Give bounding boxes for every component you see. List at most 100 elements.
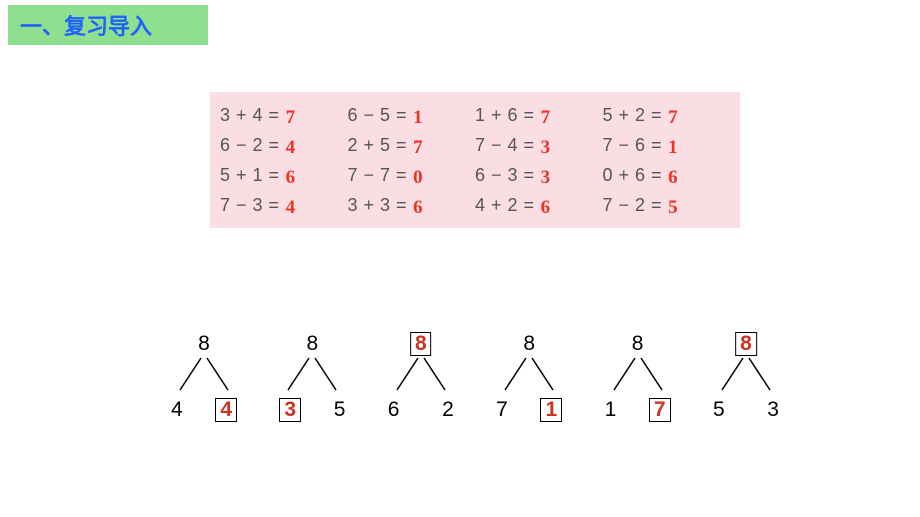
number-bond: 8 4 4 [165, 332, 243, 422]
equation-cell: 6 − 3 = 3 [475, 164, 603, 186]
equation-cell: 7 − 2 =5 [603, 194, 731, 216]
equation-answer: 3 [541, 137, 551, 159]
equation-expression: 1 + 6 = [475, 105, 535, 126]
number-bond: 8 6 2 [382, 332, 460, 422]
bond-top: 8 [523, 332, 535, 356]
equation-cell: 7 − 3 = 4 [220, 194, 348, 216]
section-title: 一、复习导入 [8, 5, 208, 45]
equation-cell: 2 + 5 =7 [348, 134, 476, 156]
bond-top-value: 8 [410, 332, 432, 356]
equation-expression: 4 + 2 = [475, 195, 535, 216]
bond-left: 3 [279, 398, 301, 422]
bond-top-value: 8 [523, 332, 535, 355]
bond-top: 8 [410, 332, 432, 356]
number-bond: 8 3 5 [273, 332, 351, 422]
bond-lines [490, 356, 568, 392]
section-title-text: 一、复习导入 [20, 9, 152, 41]
equation-row: 6 − 2 =42 + 5 =77 − 4 =37 − 6 =1 [220, 130, 730, 160]
equation-answer: 6 [541, 197, 551, 219]
bond-right-value: 5 [334, 398, 346, 421]
bond-top-value: 8 [307, 332, 319, 355]
bond-right: 4 [215, 398, 237, 422]
equation-expression: 0 + 6 = [603, 165, 663, 186]
equation-answer: 4 [286, 137, 296, 159]
equation-cell: 3 + 3 =6 [348, 194, 476, 216]
equation-expression: 2 + 5 = [348, 135, 408, 156]
bond-lines [165, 356, 243, 392]
equation-cell: 5 + 2 =7 [603, 104, 731, 126]
bond-top-value: 8 [632, 332, 644, 355]
equation-expression: 7 − 6 = [603, 135, 663, 156]
equation-answer: 7 [541, 107, 551, 129]
equation-expression: 7 − 3 = [220, 195, 280, 216]
equation-expression: 7 − 2 = [603, 195, 663, 216]
equation-answer: 6 [286, 167, 296, 189]
equation-answer: 7 [413, 137, 423, 159]
equation-expression: 7 − 4 = [475, 135, 535, 156]
bond-left-value: 1 [605, 398, 617, 421]
equation-answer: 6 [413, 197, 423, 219]
bond-left-value: 5 [713, 398, 725, 421]
bond-top: 8 [307, 332, 319, 356]
bond-lines [599, 356, 677, 392]
equation-cell: 0 + 6 =6 [603, 164, 731, 186]
equation-expression: 6 − 3 = [475, 165, 535, 186]
bond-left: 5 [713, 398, 725, 422]
equation-expression: 5 + 1 = [220, 165, 280, 186]
bond-right-value: 1 [540, 398, 562, 422]
equation-answer: 0 [413, 167, 423, 189]
equations-panel: 3 + 4 =76 − 5 =11 + 6 =75 + 2 =76 − 2 =4… [210, 92, 740, 228]
equation-expression: 5 + 2 = [603, 105, 663, 126]
bond-right: 7 [649, 398, 671, 422]
bond-top: 8 [632, 332, 644, 356]
equation-cell: 7 − 7 =0 [348, 164, 476, 186]
equation-cell: 4 + 2 = 6 [475, 194, 603, 216]
bond-top-value: 8 [198, 332, 210, 355]
equation-row: 3 + 4 =76 − 5 =11 + 6 =75 + 2 =7 [220, 100, 730, 130]
equation-cell: 3 + 4 = 7 [220, 104, 348, 126]
equation-answer: 3 [541, 167, 551, 189]
equation-expression: 3 + 4 = [220, 105, 280, 126]
bond-top: 8 [735, 332, 757, 356]
bond-lines [273, 356, 351, 392]
bond-left: 4 [171, 398, 183, 422]
bond-left-value: 7 [496, 398, 508, 421]
equation-cell: 5 + 1 = 6 [220, 164, 348, 186]
equation-answer: 1 [413, 107, 423, 129]
bond-lines [707, 356, 785, 392]
bond-left-value: 4 [171, 398, 183, 421]
bond-right: 5 [334, 398, 346, 422]
equation-expression: 3 + 3 = [348, 195, 408, 216]
bond-left-value: 6 [388, 398, 400, 421]
bond-right: 2 [442, 398, 454, 422]
bond-right-value: 7 [649, 398, 671, 422]
number-bond: 8 1 7 [599, 332, 677, 422]
number-bond: 8 5 3 [707, 332, 785, 422]
equation-expression: 6 − 5 = [348, 105, 408, 126]
equation-cell: 1 + 6 = 7 [475, 104, 603, 126]
number-bond: 8 7 1 [490, 332, 568, 422]
number-bonds-row: 8 4 4 8 3 5 8 6 2 8 7 1 8 1 7 8 5 3 [165, 332, 785, 432]
bond-right: 1 [540, 398, 562, 422]
bond-left: 6 [388, 398, 400, 422]
bond-left: 1 [605, 398, 617, 422]
equation-row: 7 − 3 =43 + 3 =64 + 2 =67 − 2 =5 [220, 190, 730, 220]
equation-answer: 7 [668, 107, 678, 129]
equation-answer: 7 [286, 107, 296, 129]
equation-cell: 6 − 5 =1 [348, 104, 476, 126]
equation-row: 5 + 1 =67 − 7 =06 − 3 =30 + 6 =6 [220, 160, 730, 190]
equation-answer: 1 [668, 137, 678, 159]
equation-answer: 6 [668, 167, 678, 189]
bond-top: 8 [198, 332, 210, 356]
equation-cell: 6 − 2 =4 [220, 134, 348, 156]
bond-left: 7 [496, 398, 508, 422]
bond-lines [382, 356, 460, 392]
bond-right-value: 2 [442, 398, 454, 421]
equation-answer: 5 [668, 197, 678, 219]
equation-answer: 4 [286, 197, 296, 219]
bond-right-value: 4 [215, 398, 237, 422]
bond-top-value: 8 [735, 332, 757, 356]
bond-right-value: 3 [767, 398, 779, 421]
equation-expression: 7 − 7 = [348, 165, 408, 186]
equation-cell: 7 − 6 =1 [603, 134, 731, 156]
